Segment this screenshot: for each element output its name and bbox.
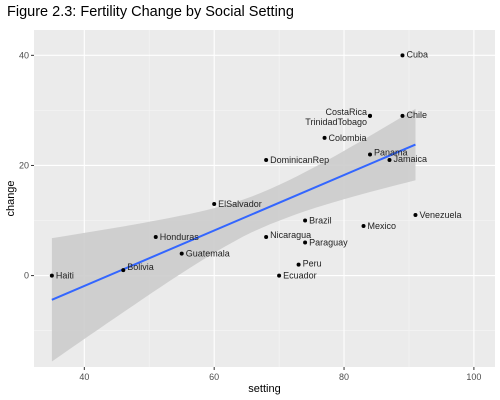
- point-label: Colombia: [329, 133, 367, 143]
- data-point: [212, 202, 217, 207]
- y-tick-label: 0: [24, 271, 29, 281]
- point-label: Brazil: [309, 216, 332, 226]
- x-tick-label: 100: [466, 372, 481, 382]
- point-label: CostaRica: [325, 107, 367, 117]
- point-label: Honduras: [160, 232, 200, 242]
- y-axis-label: change: [5, 180, 17, 216]
- point-label: Chile: [406, 110, 427, 120]
- point-label: Jamaica: [393, 154, 427, 164]
- data-point: [368, 152, 373, 157]
- point-label: Panama: [374, 147, 408, 157]
- data-point: [296, 262, 301, 267]
- data-point: [322, 135, 327, 140]
- data-point: [121, 268, 126, 273]
- point-label: Paraguay: [309, 238, 348, 248]
- point-label: Haiti: [56, 271, 74, 281]
- confidence-band: [51, 108, 416, 362]
- point-label: Bolivia: [127, 262, 154, 272]
- point-label: Venezuela: [419, 210, 461, 220]
- point-label: Peru: [303, 259, 322, 269]
- data-point: [400, 113, 405, 118]
- data-point: [387, 157, 392, 162]
- y-tick-label: 20: [19, 160, 29, 170]
- data-point: [277, 273, 282, 278]
- data-point: [153, 235, 158, 240]
- x-axis-label: setting: [248, 383, 280, 395]
- point-label: Cuba: [406, 49, 428, 59]
- data-point: [368, 113, 373, 118]
- data-point: [413, 213, 418, 218]
- data-point: [303, 240, 308, 245]
- point-label: Mexico: [368, 221, 397, 231]
- data-point: [264, 235, 269, 240]
- point-label: Guatemala: [186, 249, 230, 259]
- x-tick-label: 80: [339, 372, 349, 382]
- regression-line: [51, 143, 416, 301]
- point-label: Ecuador: [283, 271, 317, 281]
- data-point: [400, 53, 405, 58]
- data-point: [49, 273, 54, 278]
- point-label: ElSalvador: [218, 199, 262, 209]
- x-tick-label: 40: [79, 372, 89, 382]
- chart-title: Figure 2.3: Fertility Change by Social S…: [7, 4, 294, 20]
- point-label: Nicaragua: [270, 230, 311, 240]
- data-point: [303, 218, 308, 223]
- point-label: DominicanRep: [270, 155, 329, 165]
- x-tick-label: 60: [209, 372, 219, 382]
- point-label: TrinidadTobago: [305, 117, 367, 127]
- data-point: [264, 157, 269, 162]
- data-point: [361, 224, 366, 229]
- data-point: [179, 251, 184, 256]
- y-tick-label: 40: [19, 50, 29, 60]
